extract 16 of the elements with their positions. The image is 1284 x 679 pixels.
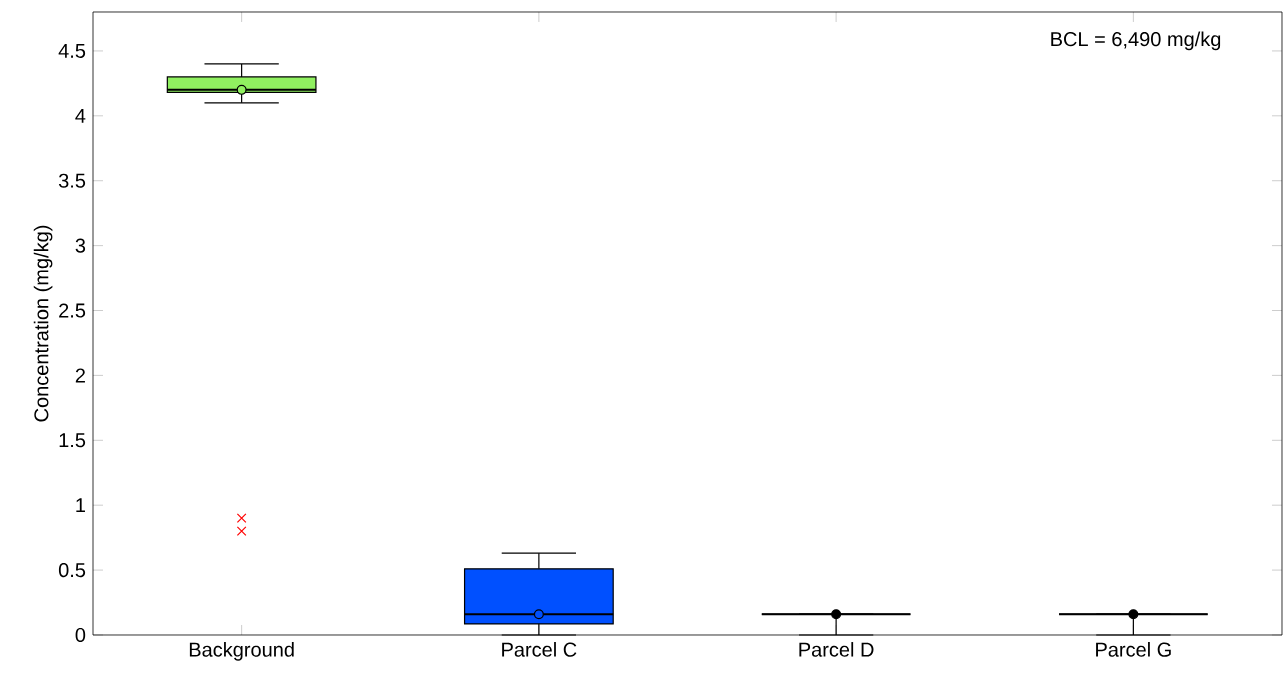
y-tick-label: 3 <box>75 238 86 253</box>
x-tick-label: Background <box>189 642 294 661</box>
y-tick-label: 0 <box>75 627 86 643</box>
y-tick-label: 1 <box>76 498 85 513</box>
x-tick-label: Parcel C <box>502 642 577 657</box>
x-tick-label: Parcel G <box>1096 642 1171 657</box>
y-axis-title: Concentration (mg/kg) <box>33 225 53 422</box>
y-tick-label: 1.5 <box>59 433 86 448</box>
y-tick-label: 4 <box>75 108 86 123</box>
y-tick-label: 4.5 <box>58 43 86 58</box>
y-tick-label: 2.5 <box>59 303 86 318</box>
y-tick-label: 0.5 <box>58 563 86 578</box>
x-tick-label: Parcel D <box>799 642 874 657</box>
y-tick-label: 2 <box>75 368 85 383</box>
annotation: BCL = 6,490 mg/kg <box>1051 31 1221 51</box>
y-tick-label: 3.5 <box>58 173 86 188</box>
